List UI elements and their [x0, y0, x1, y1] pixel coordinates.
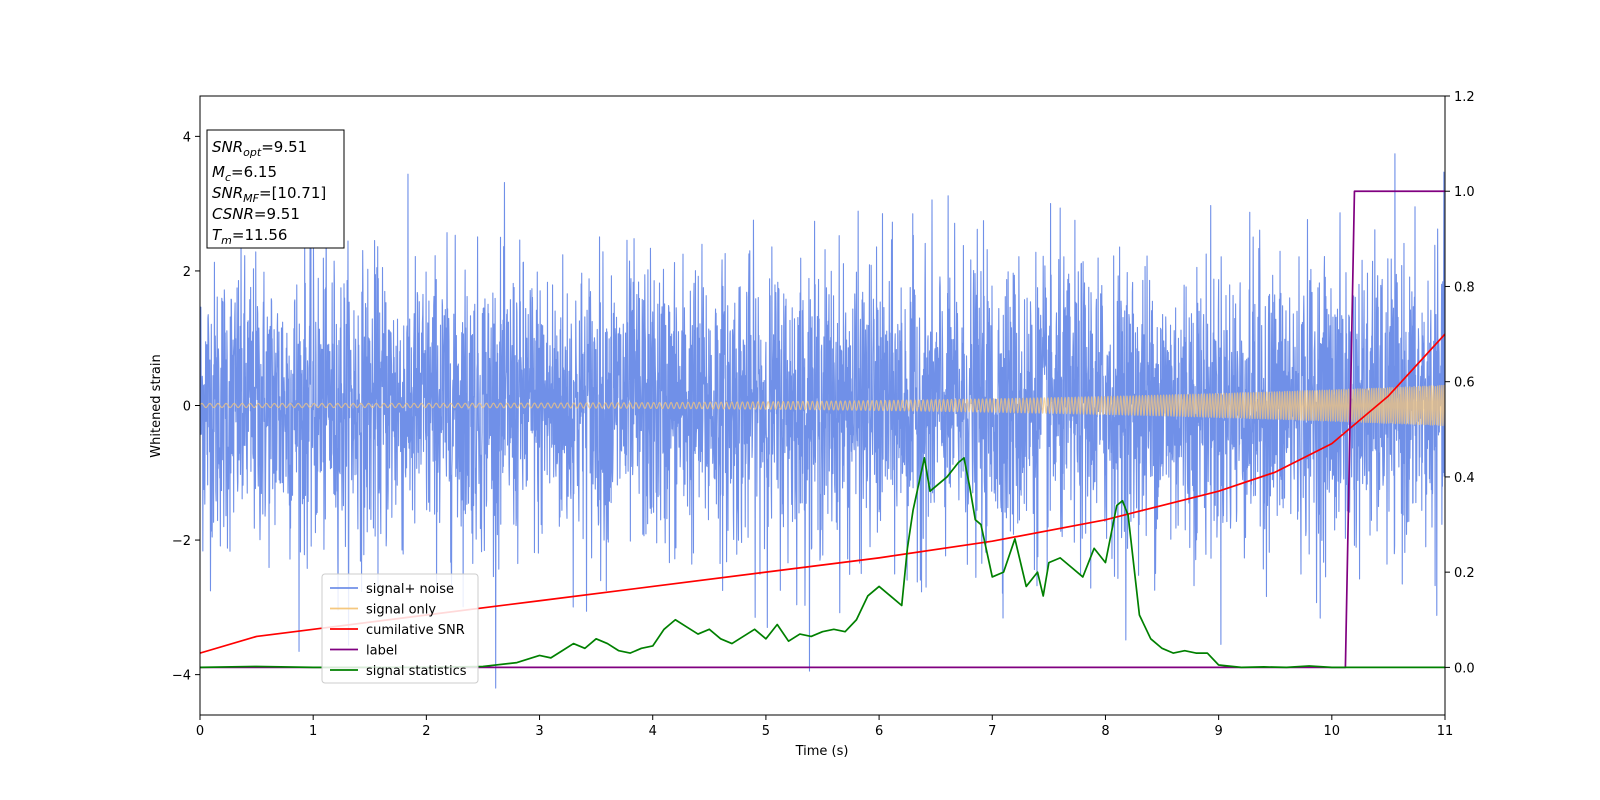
y-right-tick-label: 1.0 [1454, 185, 1475, 200]
x-tick-label: 7 [988, 724, 996, 739]
y-left-tick-label: 0 [183, 400, 191, 415]
stats-line: SNRMF=[10.71] [212, 184, 326, 205]
legend-label: cumilative SNR [366, 623, 465, 638]
y-right-tick-label: 0.8 [1454, 280, 1475, 295]
x-tick-label: 1 [309, 724, 317, 739]
legend-label: signal only [366, 603, 436, 618]
series-line-4 [200, 457, 1445, 669]
y-axis-right: 0.0 0.2 0.4 0.6 0.8 1.0 1.2 [1445, 90, 1475, 676]
y-right-tick-label: 0.2 [1454, 566, 1475, 581]
stats-annotation-box: SNRopt=9.51 Mc=6.15SNRMF=[10.71]CSNR=9.51… [206, 129, 345, 249]
x-tick-label: 6 [875, 724, 883, 739]
stats-line: CSNR=9.51 [212, 205, 300, 223]
x-tick-label: 9 [1214, 724, 1222, 739]
x-tick-label: 0 [196, 724, 204, 739]
y-right-tick-label: 0.6 [1454, 376, 1475, 391]
y-right-tick-label: 0.4 [1454, 471, 1475, 486]
series-line-0 [200, 153, 1445, 689]
x-tick-label: 3 [535, 724, 543, 739]
x-tick-label: 8 [1101, 724, 1109, 739]
y-left-tick-label: −2 [172, 534, 191, 549]
legend-label: label [366, 644, 397, 659]
stats-line: Mc=6.15 [212, 163, 277, 184]
x-tick-label: 11 [1437, 724, 1454, 739]
x-tick-label: 2 [422, 724, 430, 739]
series-line-3 [200, 190, 1445, 669]
legend-label: signal+ noise [366, 582, 454, 597]
y-axis-left: −4 −2 0 2 4 [172, 130, 200, 684]
stats-line: Tm=11.56 [212, 226, 287, 247]
x-axis: 0 1 2 3 4 5 6 7 8 9 10 11 [196, 715, 1453, 739]
legend-label: signal statistics [366, 664, 467, 679]
y-left-tick-label: 2 [183, 265, 191, 280]
y-right-tick-label: 0.0 [1454, 661, 1475, 676]
legend-frame [321, 573, 479, 684]
x-tick-label: 4 [649, 724, 657, 739]
y-left-tick-label: −4 [172, 669, 191, 684]
series-line-1 [200, 384, 1445, 427]
x-tick-label: 5 [762, 724, 770, 739]
stats-line: SNRopt=9.51 [212, 138, 307, 159]
y-right-tick-label: 1.2 [1454, 90, 1475, 105]
stats-box-frame [206, 129, 345, 249]
y-left-tick-label: 4 [183, 130, 191, 145]
y-axis-label: Whitened strain [149, 354, 164, 457]
x-axis-label: Time (s) [795, 744, 849, 759]
x-tick-label: 10 [1324, 724, 1341, 739]
legend: signal+ noise signal only cumilative SNR la… [321, 573, 479, 684]
